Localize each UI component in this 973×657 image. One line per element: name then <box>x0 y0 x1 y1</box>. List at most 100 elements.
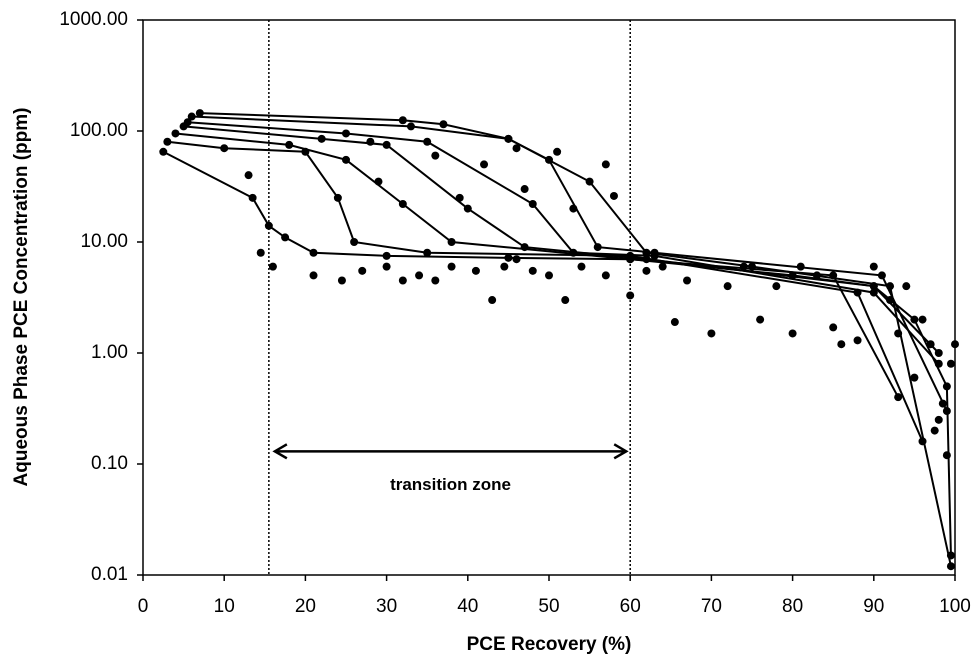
data-point <box>382 262 391 271</box>
data-point <box>739 262 748 271</box>
data-point <box>934 415 943 424</box>
series-line <box>167 140 924 442</box>
data-point <box>812 271 821 280</box>
data-point <box>569 204 578 213</box>
data-point <box>683 276 692 285</box>
data-point <box>942 382 951 391</box>
data-point <box>748 262 756 271</box>
data-point <box>528 266 537 275</box>
data-point <box>463 204 472 213</box>
x-tick-label: 20 <box>295 596 316 617</box>
data-point <box>869 288 878 297</box>
data-point <box>264 221 273 230</box>
data-point <box>195 109 204 118</box>
data-point <box>342 129 350 138</box>
data-point <box>342 155 350 164</box>
data-point <box>366 137 375 146</box>
data-point <box>374 177 383 186</box>
data-point <box>926 340 935 349</box>
data-point <box>918 315 927 324</box>
plot-frame <box>142 19 956 576</box>
data-point <box>520 243 529 252</box>
data-point <box>447 262 456 271</box>
data-point <box>946 359 955 368</box>
data-point <box>934 349 943 357</box>
data-point <box>609 191 618 200</box>
data-point <box>398 199 407 208</box>
series-line <box>162 150 952 556</box>
data-point <box>171 129 180 138</box>
data-point <box>772 282 781 291</box>
x-tick-label: 70 <box>701 596 722 617</box>
data-point <box>431 276 440 285</box>
x-tick-label: 90 <box>863 596 884 617</box>
data-point <box>244 171 253 180</box>
data-point <box>886 296 895 305</box>
data-point <box>163 137 172 146</box>
x-tick-label: 40 <box>457 596 478 617</box>
series-line <box>183 125 940 354</box>
series-line <box>187 121 940 365</box>
data-point <box>415 271 424 280</box>
data-point <box>281 233 290 242</box>
data-point <box>756 315 765 324</box>
data-point <box>317 134 326 143</box>
data-point <box>423 248 432 257</box>
data-point <box>480 160 489 169</box>
data-point <box>569 248 578 257</box>
y-tick-label: 0.01 <box>91 564 128 585</box>
data-point <box>707 329 716 338</box>
data-point <box>382 251 391 260</box>
arrow-head <box>272 443 288 460</box>
data-point <box>545 271 553 280</box>
data-point <box>837 340 846 349</box>
data-point <box>951 340 959 349</box>
data-point <box>406 122 415 131</box>
y-tick-label: 10.00 <box>80 231 128 252</box>
data-point <box>183 118 192 127</box>
data-point <box>886 282 895 291</box>
data-point <box>642 248 651 257</box>
x-tick-label: 60 <box>620 596 641 617</box>
data-point <box>309 271 318 280</box>
data-point <box>585 177 594 186</box>
data-point <box>670 318 679 327</box>
data-point <box>439 120 448 129</box>
data-point <box>337 276 346 285</box>
data-point <box>723 282 732 291</box>
data-point <box>946 562 955 571</box>
x-tick-label: 100 <box>939 596 971 617</box>
data-point <box>382 140 391 149</box>
data-point <box>894 329 903 338</box>
data-point <box>642 255 651 264</box>
data-point <box>561 296 570 305</box>
y-tick-label: 1000.00 <box>59 9 128 30</box>
data-point <box>626 291 635 300</box>
data-point <box>309 248 318 257</box>
data-point <box>910 315 919 324</box>
data-point <box>577 262 586 271</box>
data-point <box>471 266 480 275</box>
data-point <box>877 271 886 280</box>
data-point <box>658 262 667 271</box>
data-point <box>853 336 862 345</box>
data-point <box>500 262 509 271</box>
data-point <box>601 160 610 169</box>
data-point <box>796 262 805 271</box>
data-point <box>869 262 878 271</box>
data-point <box>942 451 951 460</box>
y-axis-title: Aqueous Phase PCE Concentration (ppm) <box>11 108 32 487</box>
data-point <box>902 282 911 291</box>
data-point <box>504 134 513 143</box>
data-point <box>938 399 947 408</box>
data-point <box>423 137 432 146</box>
data-point <box>455 193 464 202</box>
data-point <box>934 359 943 368</box>
data-point <box>248 193 257 202</box>
data-point <box>512 255 521 264</box>
data-point <box>642 266 651 275</box>
y-tick-label: 1.00 <box>91 342 128 363</box>
data-point <box>220 144 229 153</box>
data-point <box>593 243 602 252</box>
data-point <box>601 271 610 280</box>
